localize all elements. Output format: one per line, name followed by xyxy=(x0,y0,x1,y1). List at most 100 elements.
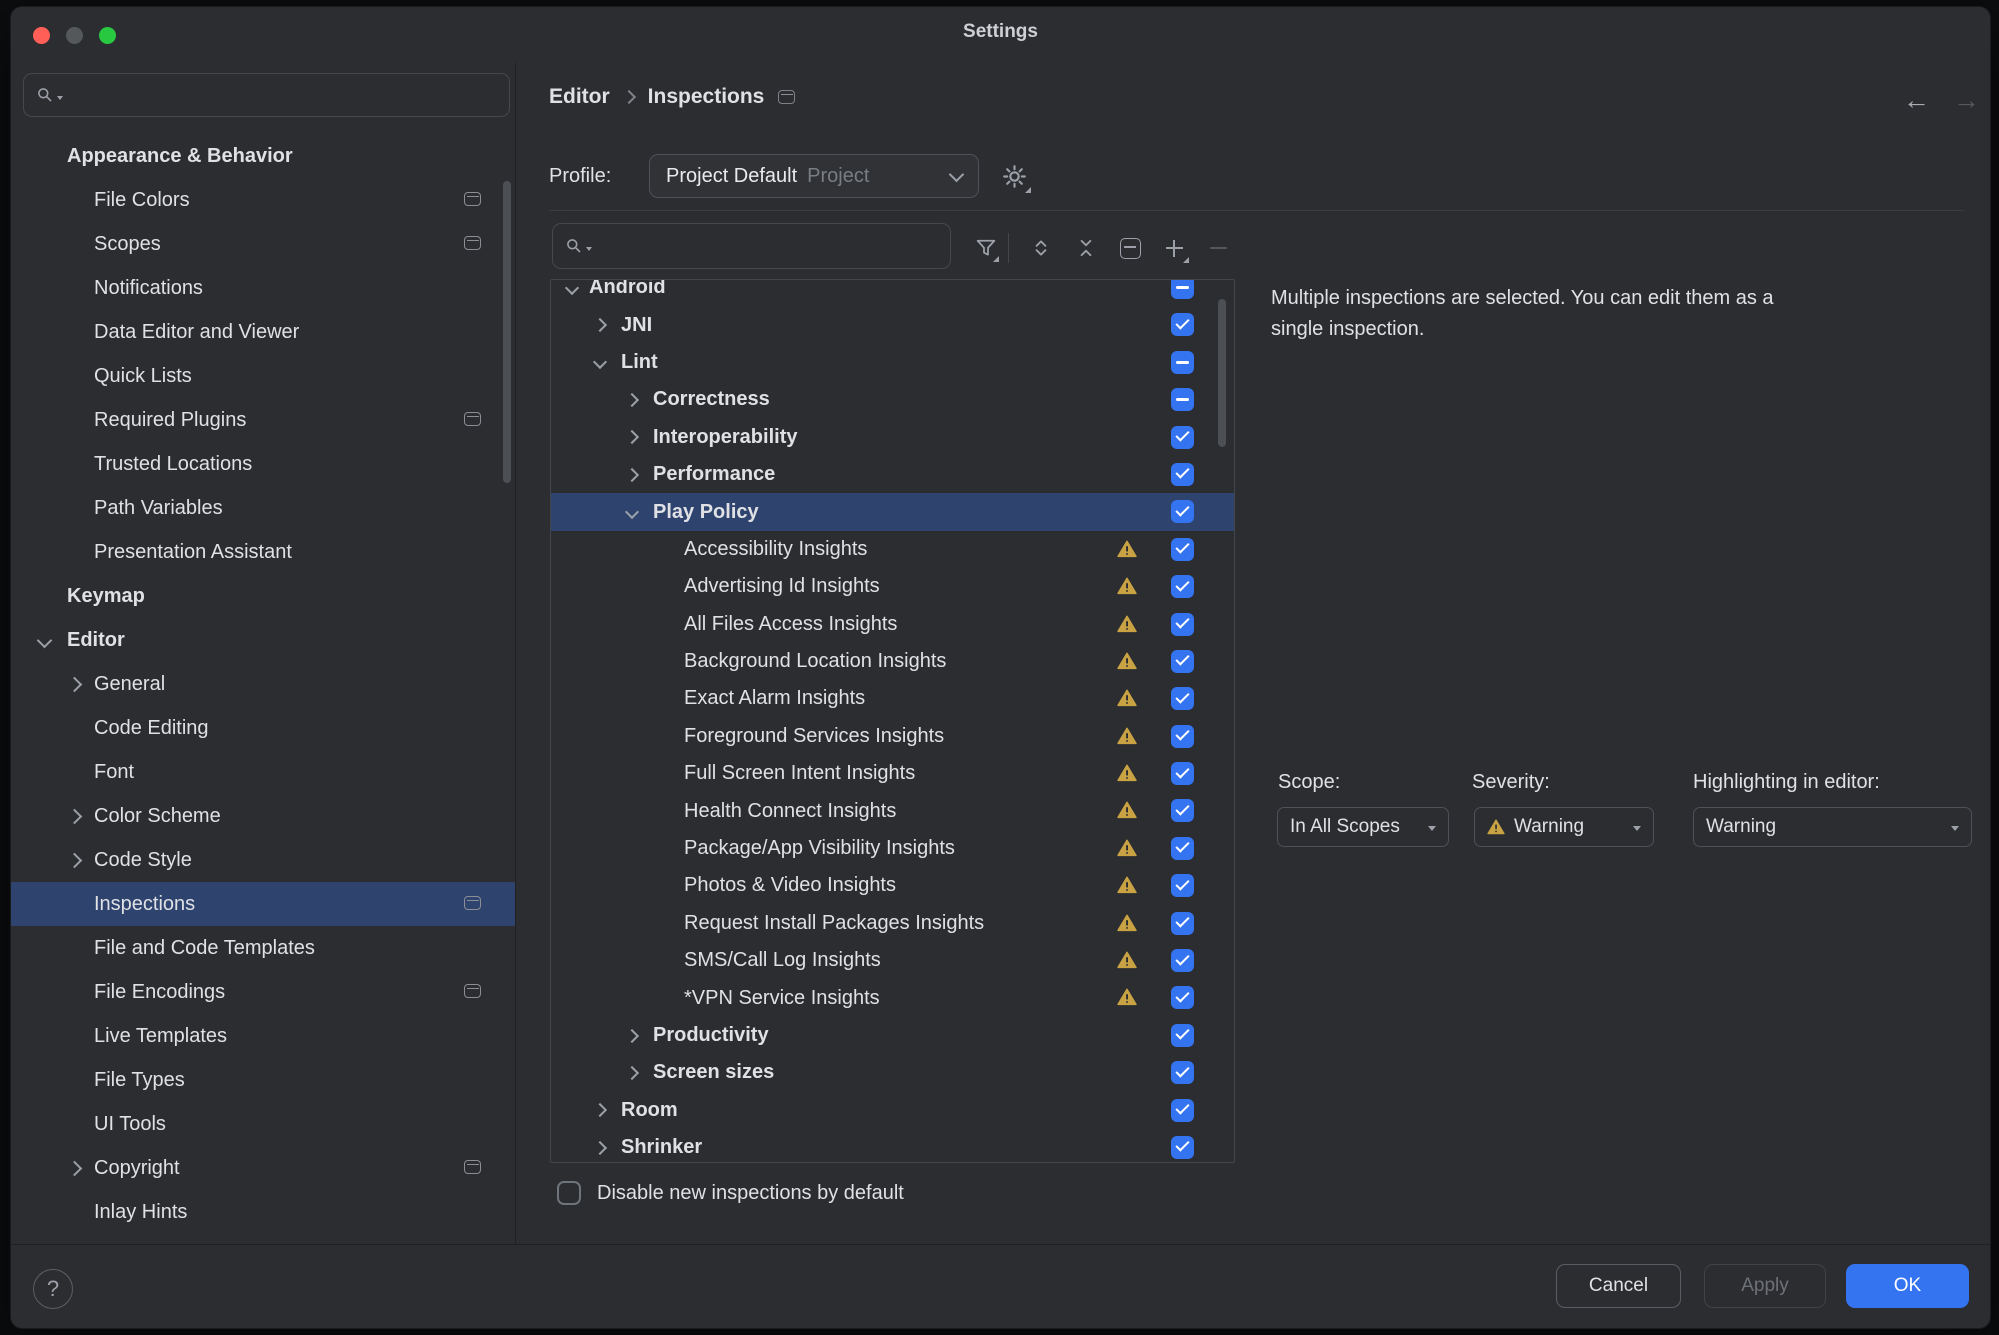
back-button[interactable]: ← xyxy=(1903,85,1930,115)
sidebar-item-presentation-assistant[interactable]: Presentation Assistant xyxy=(11,530,515,574)
tree-item-full-screen-intent-insights[interactable]: Full Screen Intent Insights xyxy=(551,755,1234,792)
chevron-down-icon[interactable] xyxy=(564,280,580,295)
sidebar-item-keymap[interactable]: Keymap xyxy=(11,574,515,618)
inspection-checkbox-checked[interactable] xyxy=(1171,762,1194,786)
expand-all-button[interactable] xyxy=(1028,235,1054,261)
inspection-checkbox-indeterminate[interactable] xyxy=(1171,388,1194,412)
tree-item-jni[interactable]: JNI xyxy=(551,306,1234,343)
inspection-checkbox-checked[interactable] xyxy=(1171,1061,1194,1085)
inspection-checkbox-checked[interactable] xyxy=(1171,687,1194,711)
chevron-right-icon[interactable] xyxy=(624,430,640,445)
tree-item-shrinker[interactable]: Shrinker xyxy=(551,1129,1234,1162)
sidebar-item-file-types[interactable]: File Types xyxy=(11,1058,515,1102)
inspection-checkbox-checked[interactable] xyxy=(1171,1023,1194,1047)
inspections-search-input[interactable] xyxy=(596,234,950,258)
inspection-checkbox-checked[interactable] xyxy=(1171,1135,1194,1159)
inspection-checkbox-indeterminate[interactable] xyxy=(1171,280,1194,299)
sidebar-item-copyright[interactable]: Copyright xyxy=(11,1146,515,1190)
filter-button[interactable] xyxy=(973,235,999,262)
sidebar-search-input[interactable] xyxy=(67,83,509,107)
chevron-right-icon[interactable] xyxy=(624,1065,640,1080)
cancel-button[interactable]: Cancel xyxy=(1556,1264,1681,1308)
breadcrumb-editor[interactable]: Editor xyxy=(549,85,610,108)
reset-inspection-button[interactable] xyxy=(1117,235,1143,261)
inspection-checkbox-checked[interactable] xyxy=(1171,949,1194,973)
chevron-down-icon[interactable] xyxy=(592,355,608,370)
disable-new-inspections-checkbox[interactable] xyxy=(557,1181,581,1205)
sidebar-item-general[interactable]: General xyxy=(11,662,515,706)
sidebar-item-editor[interactable]: Editor xyxy=(11,618,515,662)
chevron-right-icon[interactable] xyxy=(624,1028,640,1043)
tree-item-performance[interactable]: Performance xyxy=(551,456,1234,493)
sidebar-item-font[interactable]: Font xyxy=(11,750,515,794)
sidebar-item-notifications[interactable]: Notifications xyxy=(11,266,515,310)
sidebar-item-inspections[interactable]: Inspections xyxy=(11,882,515,926)
inspections-search-field[interactable] xyxy=(552,223,951,269)
scope-dropdown[interactable]: In All Scopes xyxy=(1277,807,1449,847)
tree-item-screen-sizes[interactable]: Screen sizes xyxy=(551,1054,1234,1091)
inspection-checkbox-checked[interactable] xyxy=(1171,874,1194,898)
inspection-checkbox-checked[interactable] xyxy=(1171,986,1194,1010)
tree-item-play-policy[interactable]: Play Policy xyxy=(551,493,1234,531)
add-inspection-button[interactable] xyxy=(1161,235,1189,263)
sidebar-item-trusted-locations[interactable]: Trusted Locations xyxy=(11,442,515,486)
tree-item-productivity[interactable]: Productivity xyxy=(551,1017,1234,1054)
inspection-checkbox-checked[interactable] xyxy=(1171,612,1194,636)
tree-item-exact-alarm-insights[interactable]: Exact Alarm Insights xyxy=(551,680,1234,717)
sidebar-scrollbar[interactable] xyxy=(503,181,511,483)
sidebar-item-path-variables[interactable]: Path Variables xyxy=(11,486,515,530)
breadcrumb-inspections[interactable]: Inspections xyxy=(647,85,765,108)
sidebar-item-live-templates[interactable]: Live Templates xyxy=(11,1014,515,1058)
sidebar-item-appearance-behavior[interactable]: Appearance & Behavior xyxy=(11,134,515,178)
tree-item-room[interactable]: Room xyxy=(551,1092,1234,1129)
profile-dropdown[interactable]: Project Default Project xyxy=(649,154,979,198)
profile-actions-button[interactable] xyxy=(1001,163,1031,193)
collapse-all-button[interactable] xyxy=(1073,235,1099,261)
inspection-checkbox-checked[interactable] xyxy=(1171,425,1194,449)
inspection-checkbox-checked[interactable] xyxy=(1171,724,1194,748)
tree-item-advertising-id-insights[interactable]: Advertising Id Insights xyxy=(551,568,1234,605)
chevron-right-icon[interactable] xyxy=(624,467,640,482)
tree-item-package-app-visibility-insights[interactable]: Package/App Visibility Insights xyxy=(551,830,1234,867)
tree-item-interoperability[interactable]: Interoperability xyxy=(551,419,1234,456)
inspection-checkbox-checked[interactable] xyxy=(1171,799,1194,823)
tree-item-all-files-access-insights[interactable]: All Files Access Insights xyxy=(551,606,1234,643)
sidebar-item-required-plugins[interactable]: Required Plugins xyxy=(11,398,515,442)
chevron-right-icon[interactable] xyxy=(592,1103,608,1118)
inspection-checkbox-checked[interactable] xyxy=(1171,537,1194,561)
search-options-icon[interactable] xyxy=(57,96,63,100)
tree-item-photos-video-insights[interactable]: Photos & Video Insights xyxy=(551,867,1234,904)
sidebar-item-scopes[interactable]: Scopes xyxy=(11,222,515,266)
tree-item-foreground-services-insights[interactable]: Foreground Services Insights xyxy=(551,718,1234,755)
apply-button[interactable]: Apply xyxy=(1704,1264,1826,1308)
tree-item-sms-call-log-insights[interactable]: SMS/Call Log Insights xyxy=(551,942,1234,979)
tree-item-accessibility-insights[interactable]: Accessibility Insights xyxy=(551,531,1234,568)
chevron-right-icon[interactable] xyxy=(624,392,640,407)
tree-item-lint[interactable]: Lint xyxy=(551,344,1234,381)
tree-item-request-install-packages-insights[interactable]: Request Install Packages Insights xyxy=(551,905,1234,942)
sidebar-item-data-editor-and-viewer[interactable]: Data Editor and Viewer xyxy=(11,310,515,354)
inspection-checkbox-checked[interactable] xyxy=(1171,313,1194,337)
sidebar-item-quick-lists[interactable]: Quick Lists xyxy=(11,354,515,398)
sidebar-item-file-colors[interactable]: File Colors xyxy=(11,178,515,222)
inspection-checkbox-checked[interactable] xyxy=(1171,649,1194,673)
sidebar-item-file-encodings[interactable]: File Encodings xyxy=(11,970,515,1014)
zoom-window-button[interactable] xyxy=(99,27,116,44)
remove-inspection-button[interactable] xyxy=(1205,235,1231,261)
inspection-checkbox-checked[interactable] xyxy=(1171,1098,1194,1122)
tree-item-android[interactable]: Android xyxy=(551,280,1234,306)
sidebar-item-code-editing[interactable]: Code Editing xyxy=(11,706,515,750)
sidebar-item-inlay-hints[interactable]: Inlay Hints xyxy=(11,1190,515,1234)
inspection-checkbox-indeterminate[interactable] xyxy=(1171,350,1194,374)
inspection-checkbox-checked[interactable] xyxy=(1171,575,1194,599)
close-window-button[interactable] xyxy=(33,27,50,44)
ok-button[interactable]: OK xyxy=(1846,1264,1969,1308)
sidebar-item-file-and-code-templates[interactable]: File and Code Templates xyxy=(11,926,515,970)
sidebar-search-field[interactable] xyxy=(23,73,510,117)
tree-item-health-connect-insights[interactable]: Health Connect Insights xyxy=(551,792,1234,829)
search-options-icon[interactable] xyxy=(586,247,592,251)
sidebar-item-code-style[interactable]: Code Style xyxy=(11,838,515,882)
chevron-down-icon[interactable] xyxy=(624,504,640,520)
inspection-checkbox-checked[interactable] xyxy=(1171,500,1194,524)
tree-scrollbar[interactable] xyxy=(1218,299,1226,447)
